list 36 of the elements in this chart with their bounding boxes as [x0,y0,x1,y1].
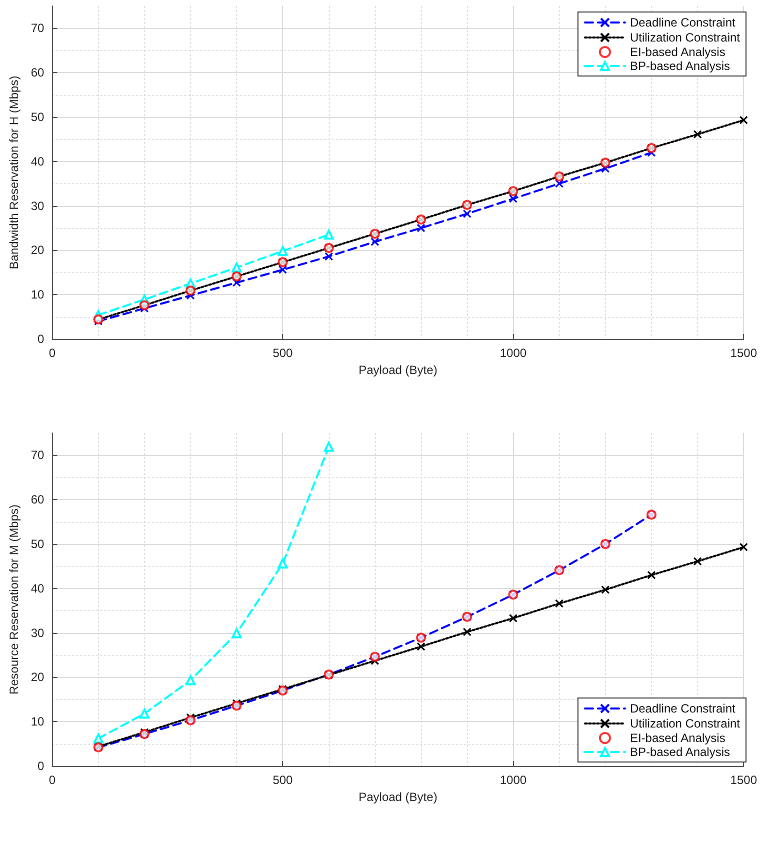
legend-label: Deadline Constraint [630,702,736,716]
y-tick-label: 0 [38,332,45,346]
y-tick-label: 70 [30,448,45,462]
y-tick-label: 70 [30,21,45,36]
y-tick-label: 0 [38,759,45,773]
y-axis-title: Bandwidth Reservation for H (Mbps) [7,76,21,270]
y-tick-label: 20 [30,243,45,258]
y-tick-label: 40 [30,581,45,596]
legend-label: BP-based Analysis [630,745,730,759]
y-tick-label: 40 [30,154,45,168]
y-tick-label: 50 [30,110,45,124]
legend-label: Utilization Constraint [630,30,741,44]
x-tick-label: 1000 [500,773,527,787]
x-tick-label: 1500 [730,773,758,787]
legend-label: EI-based Analysis [630,731,726,745]
y-tick-label: 30 [30,626,45,640]
x-tick-label: 500 [272,346,294,360]
y-tick-label: 30 [30,198,45,213]
x-tick-label: 0 [48,346,56,360]
legend-label: Utilization Constraint [630,716,741,730]
legend-label: BP-based Analysis [630,59,730,73]
y-tick-label: 10 [30,288,45,302]
x-tick-label: 0 [48,773,56,787]
x-tick-label: 500 [272,773,294,787]
y-tick-label: 60 [30,492,45,507]
legend-label: EI-based Analysis [630,45,726,59]
y-tick-label: 10 [30,714,45,729]
x-tick-label: 1500 [730,346,758,360]
x-axis-title: Payload (Byte) [358,362,438,377]
y-tick-label: 50 [30,537,45,551]
y-tick-label: 20 [30,670,45,684]
y-tick-label: 60 [30,66,45,80]
y-axis-title: Resource Reservation for M (Mbps) [7,504,21,695]
x-axis-title: Payload (Byte) [358,790,438,804]
x-tick-label: 1000 [500,346,527,360]
legend-label: Deadline Constraint [630,16,736,30]
